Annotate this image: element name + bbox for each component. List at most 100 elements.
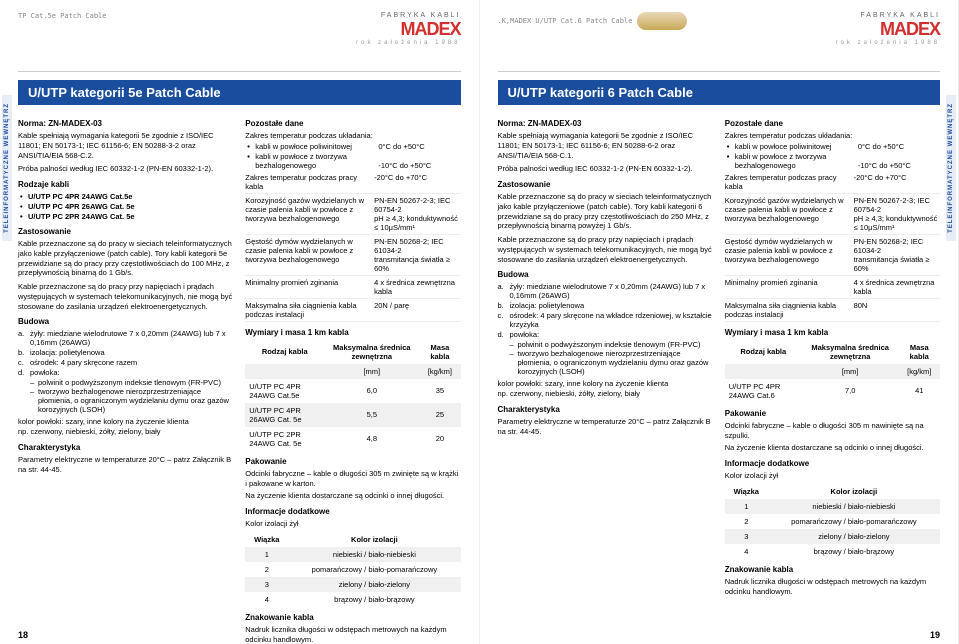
logo: FABRYKA KABLI MADEX rok założenia 1988 (356, 12, 460, 46)
zast-2: Kable przeznaczone są do pracy przy napi… (498, 235, 713, 264)
list-item: izolacja: polietylenowa (18, 348, 233, 357)
list-item: powłoka: (498, 330, 713, 339)
side-label-right: TELEINFORMATYCZNE WEWNĘTRZ (946, 95, 956, 241)
budowa-h: Budowa (18, 317, 233, 326)
ruler-text: .K,MADEX U/UTP Cat.6 Patch Cable (498, 12, 687, 30)
kolor2-text: np. czerwony, niebieski, żółty, zielony,… (498, 389, 713, 399)
budowa-list: żyły: miedziane wielodrutowe 7 x 0,20mm … (18, 329, 233, 377)
powloka-sub: polwinit o podwyższonym indeksie tlenowy… (18, 378, 233, 414)
dim-table: Rodzaj kablaMaksymalna średnica zewnętrz… (245, 340, 460, 451)
logo-sub: rok założenia 1988 (836, 40, 940, 46)
poz-h: Pozostałe dane (725, 119, 940, 128)
color-table: WiązkaKolor izolacji 1niebieski / biało-… (725, 484, 940, 559)
right-page: TELEINFORMATYCZNE WEWNĘTRZ .K,MADEX U/UT… (480, 0, 959, 644)
proba-text: Próba palności według IEC 60332-1-2 (PN-… (498, 164, 713, 174)
pak-t: Odcinki fabryczne – kable o długości 305… (245, 469, 460, 489)
wym-h: Wymiary i masa 1 km kabla (245, 328, 460, 337)
header-left: TP Cat.5e Patch Cable FABRYKA KABLI MADE… (18, 12, 461, 72)
zast-1: Kable przeznaczone są do pracy w sieciac… (498, 192, 713, 231)
zast-1: Kable przeznaczone są do pracy w sieciac… (18, 239, 233, 278)
norma-text: Kable spełniają wymagania kategorii 5e z… (498, 131, 713, 160)
list-item: izolacja: polietylenowa (498, 301, 713, 310)
col-left: Norma: ZN-MADEX-03 Kable spełniają wymag… (18, 113, 233, 644)
spec-row: Zakres temperatur podczas pracy kabla-20… (245, 171, 460, 194)
pak-t: Odcinki fabryczne – kable o długości 305… (725, 421, 940, 441)
pak-t2: Na życzenie klienta dostarczane są odcin… (725, 443, 940, 453)
list-item: U/UTP PC 4PR 26AWG Cat. 5e (18, 202, 233, 211)
table-row: 3zielony / biało-zielony (245, 577, 460, 592)
spec-row: Gęstość dymów wydzielanych w czasie pale… (725, 235, 940, 276)
col-right: Pozostałe dane Zakres temperatur podczas… (245, 113, 460, 644)
page-number: 18 (18, 630, 28, 640)
col-right: Pozostałe dane Zakres temperatur podczas… (725, 113, 940, 596)
table-row: 4brązowy / biało-brązowy (725, 544, 940, 559)
temp-h: Zakres temperatur podczas układania: (245, 131, 460, 141)
sub-item: polwinit o podwyższonym indeksie tlenowy… (30, 378, 233, 387)
specs-bullets: kabli w powłoce poliwinitowej0°C do +50°… (245, 142, 460, 170)
table-row: 2pomarańczowy / biało-pomarańczowy (245, 562, 460, 577)
pak-h: Pakowanie (245, 457, 460, 466)
left-page: TELEINFORMATYCZNE WEWNĘTRZ TP Cat.5e Pat… (0, 0, 480, 644)
budowa-h: Budowa (498, 270, 713, 279)
ruler-text: TP Cat.5e Patch Cable (18, 12, 107, 20)
zn-t: Nadruk licznika długości w odstępach met… (725, 577, 940, 597)
list-item: żyły: miedziane wielodrutowe 7 x 0,20mm … (18, 329, 233, 347)
table-row: U/UTP PC 2PR 24AWG Cat. 5e4,820 (245, 427, 460, 451)
sub-item: polwinit o podwyższonym indeksie tlenowy… (510, 340, 713, 349)
spec-row: kabli w powłoce z tworzywa bezhalogenowe… (725, 152, 940, 170)
table-row: 1niebieski / biało-niebieski (245, 547, 460, 562)
logo-top: FABRYKA KABLI (836, 12, 940, 19)
zast-h: Zastosowanie (498, 180, 713, 189)
color-table: WiązkaKolor izolacji 1niebieski / biało-… (245, 532, 460, 607)
spec-row: Maksymalna siła ciągnienia kabla podczas… (725, 299, 940, 322)
kolor2-text: np. czerwony, niebieski, żółty, zielony,… (18, 427, 233, 437)
info-h: Informacje dodatkowe (725, 459, 940, 468)
info-h: Informacje dodatkowe (245, 507, 460, 516)
sub-item: tworzywo bezhalogenowe nierozprzestrzeni… (510, 349, 713, 376)
budowa-list: żyły: miedziane wielodrutowe 7 x 0,20mm … (498, 282, 713, 339)
cable-icon (637, 12, 687, 30)
list-item: ośrodek: 4 pary skręcone na wkładce rdze… (498, 311, 713, 329)
col-left: Norma: ZN-MADEX-03 Kable spełniają wymag… (498, 113, 713, 596)
char-t: Parametry elektryczne w temperaturze 20°… (18, 455, 233, 475)
spec-row: kabli w powłoce poliwinitowej0°C do +50°… (245, 142, 460, 151)
table-row: 1niebieski / biało-niebieski (725, 499, 940, 514)
list-item: powłoka: (18, 368, 233, 377)
spec-row: Korozyjność gazów wydzielanych w czasie … (725, 194, 940, 235)
page-number: 19 (930, 630, 940, 640)
logo: FABRYKA KABLI MADEX rok założenia 1988 (836, 12, 940, 46)
wym-h: Wymiary i masa 1 km kabla (725, 328, 940, 337)
zn-h: Znakowanie kabla (245, 613, 460, 622)
spec-row: Maksymalna siła ciągnienia kabla podczas… (245, 299, 460, 322)
logo-name: MADEX (400, 19, 460, 39)
poz-h: Pozostałe dane (245, 119, 460, 128)
spec-row: Minimalny promień zginania4 x średnica z… (725, 276, 940, 299)
table-row: 4brązowy / biało-brązowy (245, 592, 460, 607)
specs-bullets: kabli w powłoce poliwinitowej0°C do +50°… (725, 142, 940, 170)
temp-h: Zakres temperatur podczas układania: (725, 131, 940, 141)
char-t: Parametry elektryczne w temperaturze 20°… (498, 417, 713, 437)
list-item: U/UTP PC 2PR 24AWG Cat. 5e (18, 212, 233, 221)
kol-h: Kolor izolacji żył (245, 519, 460, 529)
rodzaje-list: U/UTP PC 4PR 24AWG Cat.5e U/UTP PC 4PR 2… (18, 192, 233, 221)
title-bar: U/UTP kategorii 6 Patch Cable (498, 80, 941, 105)
pak-t2: Na życzenie klienta dostarczane są odcin… (245, 491, 460, 501)
zn-h: Znakowanie kabla (725, 565, 940, 574)
logo-name: MADEX (880, 19, 940, 39)
kolor-text: kolor powłoki: szary, inne kolory na życ… (18, 417, 233, 427)
norma-text: Kable spełniają wymagania kategorii 5e z… (18, 131, 233, 160)
title-bar: U/UTP kategorii 5e Patch Cable (18, 80, 461, 105)
char-h: Charakterystyka (498, 405, 713, 414)
side-label-left: TELEINFORMATYCZNE WEWNĘTRZ (2, 95, 12, 241)
table-row: 2pomarańczowy / biało-pomarańczowy (725, 514, 940, 529)
table-row: U/UTP PC 4PR 26AWG Cat. 5e5,525 (245, 403, 460, 427)
char-h: Charakterystyka (18, 443, 233, 452)
list-item: U/UTP PC 4PR 24AWG Cat.5e (18, 192, 233, 201)
list-item: żyły: miedziane wielodrutowe 7 x 0,20mm … (498, 282, 713, 300)
zn-t: Nadruk licznika długości w odstępach met… (245, 625, 460, 644)
logo-top: FABRYKA KABLI (356, 12, 460, 19)
norma-h: Norma: ZN-MADEX-03 (498, 119, 713, 128)
spec-row: Korozyjność gazów wydzielanych w czasie … (245, 194, 460, 235)
spec-row: kabli w powłoce poliwinitowej0°C do +50°… (725, 142, 940, 151)
table-row: 3zielony / biało-zielony (725, 529, 940, 544)
